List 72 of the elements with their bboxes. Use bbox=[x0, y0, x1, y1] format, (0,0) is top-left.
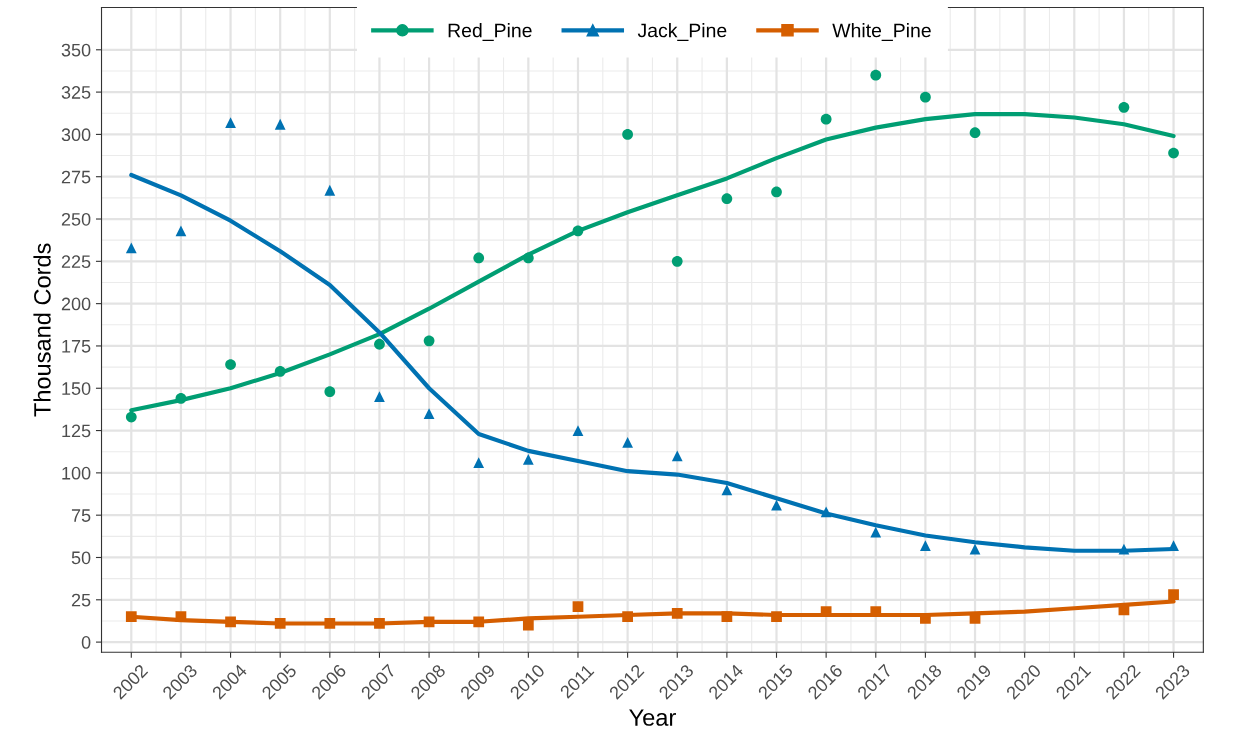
point bbox=[225, 359, 236, 370]
point bbox=[671, 450, 683, 462]
point bbox=[1118, 101, 1130, 113]
point bbox=[324, 386, 336, 398]
y-tick-label: 0 bbox=[81, 636, 91, 649]
legend-label: Red_Pine bbox=[448, 23, 532, 41]
y-tick-label: 50 bbox=[71, 551, 91, 565]
point bbox=[324, 184, 336, 196]
point bbox=[374, 391, 385, 403]
point bbox=[175, 225, 187, 237]
point bbox=[125, 411, 137, 423]
point bbox=[374, 618, 385, 629]
point bbox=[1168, 589, 1179, 601]
point bbox=[175, 611, 187, 623]
point bbox=[771, 611, 782, 623]
y-tick-label: 175 bbox=[62, 340, 91, 353]
point bbox=[721, 193, 733, 205]
y-tick-label: 25 bbox=[71, 593, 91, 607]
y-tick-label: 75 bbox=[71, 509, 91, 522]
y-tick-label: 300 bbox=[61, 128, 91, 142]
point bbox=[920, 91, 931, 103]
y-tick-label: 125 bbox=[62, 424, 91, 438]
point bbox=[125, 611, 137, 623]
y-tick-label: 325 bbox=[61, 86, 91, 99]
point bbox=[374, 338, 385, 350]
x-axis-title: Year bbox=[629, 709, 676, 726]
point bbox=[473, 616, 485, 628]
point bbox=[721, 484, 733, 496]
point bbox=[274, 618, 286, 629]
point bbox=[522, 252, 534, 264]
point bbox=[423, 335, 435, 347]
point bbox=[423, 616, 435, 628]
legend-label: Jack_Pine bbox=[637, 23, 727, 41]
y-tick-label: 275 bbox=[61, 170, 91, 184]
y-tick-label: 250 bbox=[61, 212, 91, 226]
point bbox=[572, 225, 584, 237]
point bbox=[522, 453, 534, 465]
y-tick-label: 200 bbox=[61, 297, 91, 311]
point bbox=[324, 618, 336, 629]
point bbox=[522, 619, 534, 631]
point bbox=[473, 252, 485, 264]
point bbox=[771, 186, 782, 198]
point bbox=[225, 117, 236, 128]
point bbox=[1168, 147, 1179, 159]
legend-label: White_Pine bbox=[832, 23, 931, 41]
point bbox=[920, 540, 931, 552]
point bbox=[721, 611, 733, 623]
y-tick-label: 350 bbox=[61, 43, 91, 57]
point bbox=[969, 127, 981, 139]
point bbox=[473, 457, 485, 469]
point bbox=[820, 506, 832, 518]
point bbox=[125, 242, 137, 254]
point bbox=[622, 611, 633, 623]
point bbox=[225, 616, 236, 628]
point bbox=[1118, 543, 1130, 555]
point bbox=[671, 607, 683, 619]
point bbox=[622, 437, 633, 448]
y-tick-label: 150 bbox=[62, 382, 91, 395]
point bbox=[175, 393, 187, 404]
point bbox=[820, 113, 832, 125]
point bbox=[274, 118, 286, 130]
point bbox=[622, 129, 633, 140]
point bbox=[274, 365, 286, 377]
point bbox=[423, 408, 435, 420]
point bbox=[671, 255, 683, 267]
y-tick-label: 225 bbox=[61, 255, 91, 269]
point bbox=[572, 601, 584, 612]
point bbox=[870, 69, 882, 81]
y-axis-title: Thousand Cords bbox=[33, 243, 51, 417]
point bbox=[870, 526, 882, 538]
point bbox=[572, 425, 584, 436]
y-tick-label: 100 bbox=[62, 466, 91, 480]
